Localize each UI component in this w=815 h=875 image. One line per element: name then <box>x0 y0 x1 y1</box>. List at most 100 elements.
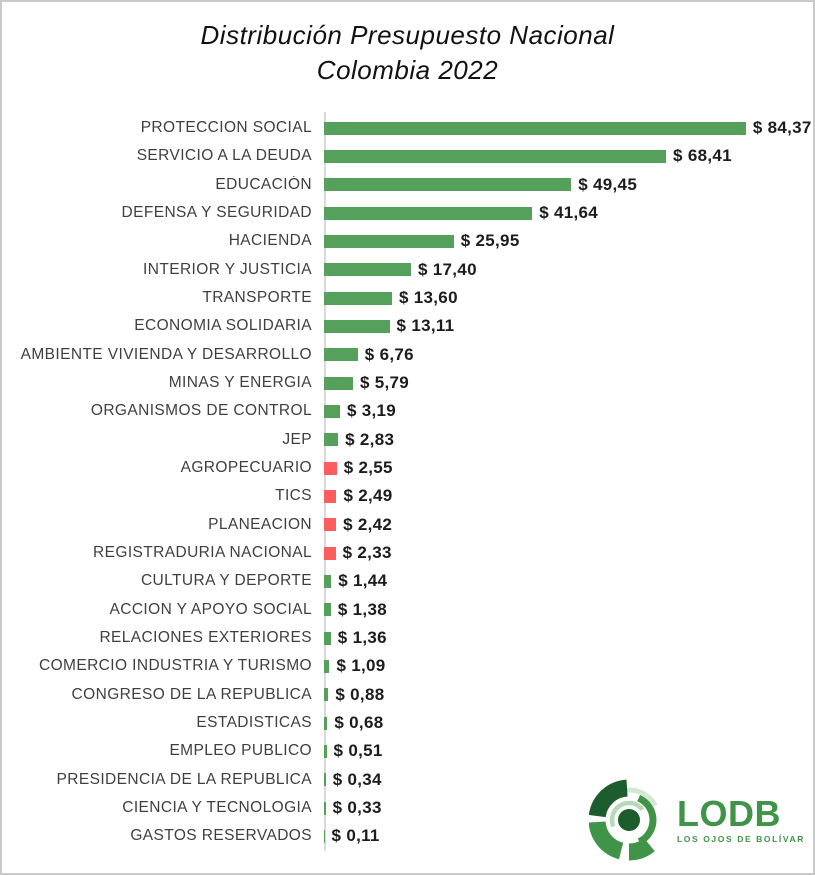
value-label: $ 2,33 <box>342 543 392 563</box>
category-label: GASTOS RESERVADOS <box>130 827 312 845</box>
category-label: ESTADISTICAS <box>196 714 312 732</box>
lodb-eye-icon <box>588 779 670 861</box>
category-label: DEFENSA Y SEGURIDAD <box>121 204 312 222</box>
bar <box>324 178 572 192</box>
value-label: $ 2,49 <box>343 486 393 506</box>
bar-row: ECONOMIA SOLIDARIA $ 13,11 <box>2 312 813 340</box>
category-label: TICS <box>275 487 312 505</box>
bar-row: GASTOS RESERVADOS $ 0,11 <box>2 822 813 850</box>
bar-row: EMPLEO PUBLICO $ 0,51 <box>2 737 813 765</box>
bar <box>324 659 330 673</box>
bar <box>324 376 353 390</box>
bar-row: REGISTRADURIA NACIONAL $ 2,33 <box>2 539 813 567</box>
lodb-logo: LODB LOS OJOS DE BOLÍVAR <box>588 777 805 863</box>
bar <box>324 404 340 418</box>
bar-zone: $ 6,76 <box>324 345 813 365</box>
logo-center-dot <box>617 809 640 831</box>
value-label: $ 0,51 <box>333 741 383 761</box>
logo-text-block: LODB LOS OJOS DE BOLÍVAR <box>676 792 805 844</box>
bar-row: ESTADISTICAS $ 0,68 <box>2 709 813 737</box>
category-label: CULTURA Y DEPORTE <box>140 572 312 590</box>
category-label: EMPLEO PUBLICO <box>169 742 312 760</box>
value-label: $ 1,09 <box>336 656 386 676</box>
value-label: $ 1,36 <box>337 628 387 648</box>
category-label: REGISTRADURIA NACIONAL <box>93 544 312 562</box>
chart-title-line1: Distribución Presupuesto Nacional <box>200 20 615 50</box>
category-label: RELACIONES EXTERIORES <box>99 629 312 647</box>
bar-row: JEP $ 2,83 <box>2 426 813 454</box>
bar-zone: $ 13,11 <box>324 316 813 336</box>
chart-title-line2: Colombia 2022 <box>316 55 499 85</box>
chart-title: Distribución Presupuesto Nacional Colomb… <box>2 2 813 88</box>
value-label: $ 6,76 <box>364 344 414 364</box>
bar-zone: $ 68,41 <box>324 146 813 166</box>
bar-zone: $ 1,09 <box>324 656 813 676</box>
category-label: CONGRESO DE LA REPUBLICA <box>71 685 312 703</box>
category-label: PRESIDENCIA DE LA REPUBLICA <box>56 770 312 788</box>
bar-zone: $ 25,95 <box>324 231 813 251</box>
bar <box>324 574 332 588</box>
bar-zone: $ 2,55 <box>324 458 813 478</box>
bar-zone: $ 1,38 <box>324 600 813 620</box>
bar-zone: $ 0,33 <box>324 798 813 818</box>
value-label: $ 13,60 <box>399 288 458 308</box>
bar-row: AMBIENTE VIVIENDA Y DESARROLLO $ 6,76 <box>2 341 813 369</box>
value-label: $ 0,33 <box>332 798 382 818</box>
bar-row: CIENCIA Y TECNOLOGIA $ 0,33 <box>2 794 813 822</box>
bar-row: TRANSPORTE $ 13,60 <box>2 284 813 312</box>
bar-row: SERVICIO A LA DEUDA $ 68,41 <box>2 142 813 170</box>
bar-zone: $ 2,49 <box>324 486 813 506</box>
bar-zone: $ 0,68 <box>324 713 813 733</box>
bar <box>324 263 411 277</box>
bar-zone: $ 2,83 <box>324 430 813 450</box>
bar <box>324 744 327 758</box>
bar-row: MINAS Y ENERGIA $ 5,79 <box>2 369 813 397</box>
bar-row: HACIENDA $ 25,95 <box>2 227 813 255</box>
logo-name: LODB <box>676 792 781 834</box>
bar-row: INTERIOR Y JUSTICIA $ 17,40 <box>2 256 813 284</box>
value-label: $ 3,19 <box>346 401 397 421</box>
bar <box>324 688 329 702</box>
category-label: ORGANISMOS DE CONTROL <box>90 402 312 420</box>
value-label: $ 2,55 <box>343 458 393 478</box>
bar <box>324 149 667 163</box>
bar-row: COMERCIO INDUSTRIA Y TURISMO $ 1,09 <box>2 652 813 680</box>
bar-zone: $ 13,60 <box>324 288 813 308</box>
bar <box>324 234 454 248</box>
bar <box>324 631 331 645</box>
bar-zone: $ 3,19 <box>324 401 813 421</box>
bar-zone: $ 0,11 <box>324 826 813 846</box>
value-label: $ 68,41 <box>673 146 732 166</box>
bar-row: DEFENSA Y SEGURIDAD $ 41,64 <box>2 199 813 227</box>
bar-row: CONGRESO DE LA REPUBLICA $ 0,88 <box>2 681 813 709</box>
value-label: $ 2,83 <box>345 429 395 449</box>
category-label: PROTECCION SOCIAL <box>140 119 312 137</box>
value-label: $ 25,95 <box>460 231 520 251</box>
category-label: EDUCACIÓN <box>215 175 312 193</box>
bar-row: EDUCACIÓN $ 49,45 <box>2 171 813 199</box>
bar-zone: $ 17,40 <box>324 260 813 280</box>
bar-zone: $ 0,34 <box>324 770 813 790</box>
value-label: $ 0,11 <box>331 826 380 846</box>
bar-row: PRESIDENCIA DE LA REPUBLICA $ 0,34 <box>2 766 813 794</box>
value-label: $ 49,45 <box>578 174 638 194</box>
value-label: $ 0,88 <box>335 684 385 704</box>
value-label: $ 41,64 <box>539 203 599 223</box>
bar-row: ORGANISMOS DE CONTROL $ 3,19 <box>2 397 813 425</box>
bar-row: CULTURA Y DEPORTE $ 1,44 <box>2 567 813 595</box>
y-axis-line <box>324 112 326 851</box>
category-label: JEP <box>282 430 312 448</box>
value-label: $ 0,68 <box>334 713 384 733</box>
bar <box>324 603 331 617</box>
bar-zone: $ 2,42 <box>324 515 813 535</box>
bar-row: PROTECCION SOCIAL $ 84,37 <box>2 114 813 142</box>
value-label: $ 17,40 <box>418 259 477 279</box>
bar <box>324 319 390 333</box>
bar <box>324 773 326 787</box>
bar-row: ACCION Y APOYO SOCIAL $ 1,38 <box>2 596 813 624</box>
logo-subtitle: LOS OJOS DE BOLÍVAR <box>676 833 805 844</box>
bar-zone: $ 84,37 <box>324 118 813 138</box>
category-label: SERVICIO A LA DEUDA <box>136 147 312 165</box>
bar <box>324 518 337 532</box>
